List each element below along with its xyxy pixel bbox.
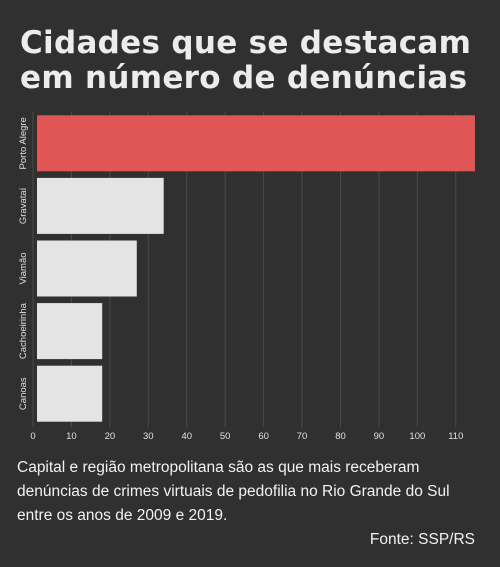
x-tick-label: 110 [448, 431, 463, 442]
x-tick-label: 0 [30, 431, 35, 442]
x-tick-label: 100 [409, 431, 425, 442]
x-tick-label: 50 [220, 431, 231, 442]
bar-chart: Porto Alegre Gravataí Viamão Cachoeirinha Ca… [18, 112, 475, 442]
bar [37, 240, 137, 297]
chart-caption: Capital e região metropolitana são as qu… [17, 459, 450, 524]
x-tick-label: 80 [335, 431, 346, 442]
bar [37, 177, 164, 234]
x-tick-label: 10 [66, 431, 77, 442]
bars [37, 115, 475, 422]
x-tick-label: 70 [297, 431, 308, 442]
chart-title: Cidades que se destacam em número de den… [20, 26, 490, 96]
chart-title-line-2: em número de denúncias [20, 60, 468, 96]
x-tick-label: 30 [143, 431, 154, 442]
x-tick-label: 90 [374, 431, 385, 442]
chart-title-line-1: Cidades que se destacam [20, 25, 472, 61]
category-label: Cachoeirinha [18, 302, 29, 359]
category-label: Porto Alegre [18, 117, 29, 169]
category-label: Gravataí [18, 187, 29, 224]
bar [37, 115, 475, 172]
category-labels: Porto Alegre Gravataí Viamão Cachoeirinha Ca… [18, 117, 29, 410]
category-label: Canoas [18, 377, 29, 410]
bar [37, 365, 103, 422]
x-tick-labels: 0 10 20 30 40 50 60 70 80 90 100 110 [30, 431, 463, 442]
category-label: Viamão [18, 252, 29, 284]
x-tick-label: 20 [105, 431, 116, 442]
x-tick-label: 40 [181, 431, 192, 442]
source-note: Fonte: SSP/RS [369, 531, 475, 548]
bar [37, 303, 103, 360]
x-tick-label: 60 [258, 431, 269, 442]
